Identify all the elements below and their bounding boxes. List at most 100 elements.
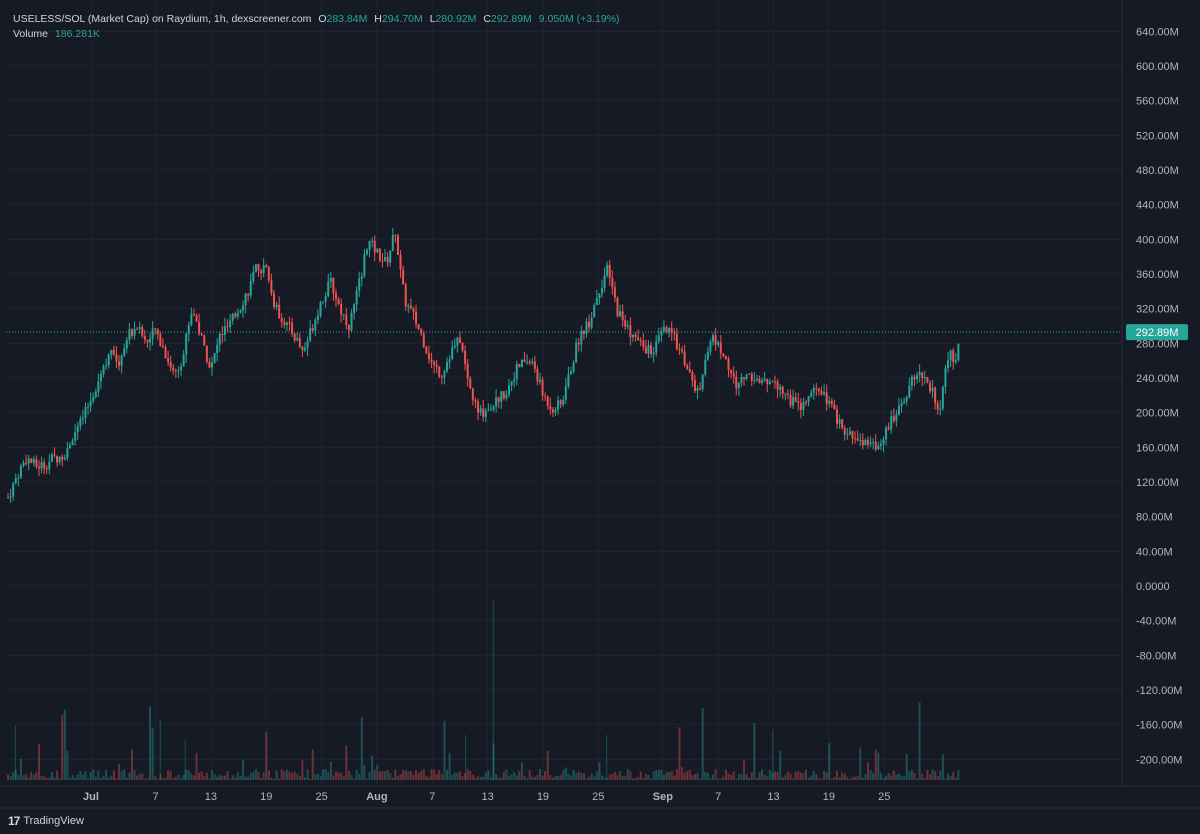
volume-bar xyxy=(869,769,872,780)
volume-bar xyxy=(562,770,565,780)
candle-body xyxy=(482,408,485,417)
volume-bar xyxy=(187,770,190,780)
volume-bar xyxy=(595,771,598,780)
candle-body xyxy=(182,354,185,367)
volume-bar xyxy=(931,769,934,780)
volume-bar xyxy=(905,754,908,780)
volume-bar xyxy=(600,775,603,780)
candle-body xyxy=(32,459,35,463)
candle-body xyxy=(877,445,880,450)
volume-spike-bar xyxy=(492,600,494,780)
volume-bar xyxy=(660,769,663,780)
candle-body xyxy=(621,311,624,321)
candle-body xyxy=(828,400,831,404)
x-tick-label: Sep xyxy=(653,791,673,803)
candle-body xyxy=(497,397,500,402)
candle-body xyxy=(45,468,48,470)
volume-bar xyxy=(941,754,944,780)
volume-bar xyxy=(337,772,340,780)
volume-bar xyxy=(714,769,717,780)
volume-bar xyxy=(12,772,15,780)
candle-body xyxy=(557,400,560,410)
volume-bar xyxy=(433,769,436,780)
candle-body xyxy=(386,257,389,263)
volume-bar xyxy=(531,777,534,780)
volume-bar xyxy=(252,771,255,780)
y-tick-label: 360.00M xyxy=(1136,269,1179,281)
candle-body xyxy=(686,365,689,370)
volume-bar xyxy=(730,775,733,780)
volume-bar xyxy=(190,773,193,780)
volume-bar xyxy=(903,776,906,780)
candle-body xyxy=(56,455,59,463)
volume-bar xyxy=(732,771,735,780)
volume-bar xyxy=(727,773,730,780)
volume-bar xyxy=(887,773,890,780)
volume-bar xyxy=(510,774,513,780)
volume-bar xyxy=(588,776,591,780)
candle-body xyxy=(766,379,769,384)
volume-bar xyxy=(154,776,157,780)
volume-bar xyxy=(63,709,66,780)
candle-body xyxy=(12,483,15,497)
volume-bar xyxy=(87,778,90,780)
volume-bar xyxy=(626,769,629,780)
candle-body xyxy=(242,305,245,311)
legend-high-label: H xyxy=(374,13,382,25)
candle-body xyxy=(551,409,554,413)
volume-bar xyxy=(892,770,895,780)
candle-body xyxy=(714,334,717,345)
candle-body xyxy=(923,376,926,379)
candle-body xyxy=(87,406,90,408)
candle-body xyxy=(306,340,309,348)
volume-bar xyxy=(947,773,950,780)
candle-body xyxy=(249,280,252,296)
volume-bar xyxy=(593,776,596,780)
candle-body xyxy=(730,370,733,374)
candle-body xyxy=(66,448,69,458)
candle-body xyxy=(365,249,368,255)
volume-bar xyxy=(177,775,180,780)
volume-bar xyxy=(27,777,30,780)
candle-body xyxy=(678,349,681,351)
candle-body xyxy=(198,321,201,334)
volume-bar xyxy=(908,771,911,780)
volume-bar xyxy=(316,773,319,780)
volume-bar xyxy=(151,727,154,780)
legend-low-value: 280.92M xyxy=(435,13,477,25)
candle-body xyxy=(567,374,570,387)
volume-bar xyxy=(918,702,921,780)
x-tick-label: 7 xyxy=(715,791,721,803)
volume-bar xyxy=(577,771,580,780)
candle-body xyxy=(368,240,371,250)
volume-bar xyxy=(293,771,296,780)
volume-bar xyxy=(861,777,864,780)
candle-body xyxy=(231,313,234,321)
volume-bar xyxy=(81,774,84,780)
candle-body xyxy=(187,324,190,334)
candle-body xyxy=(825,392,828,404)
volume-spike-bar xyxy=(606,735,608,780)
candle-body xyxy=(569,371,572,375)
candle-body xyxy=(314,319,317,331)
footer-branding[interactable]: 17 TradingView xyxy=(8,814,84,828)
candle-body xyxy=(869,442,872,445)
candle-body xyxy=(590,317,593,328)
candle-body xyxy=(789,394,792,406)
volume-bar xyxy=(311,749,314,780)
volume-bar xyxy=(342,776,345,780)
volume-bar xyxy=(657,770,660,780)
volume-bar xyxy=(634,778,637,780)
volume-bar xyxy=(71,774,74,780)
volume-bar xyxy=(141,773,144,780)
volume-bar xyxy=(585,778,588,780)
candle-body xyxy=(61,456,64,460)
volume-bar xyxy=(851,776,854,780)
volume-bar xyxy=(655,769,658,780)
candle-body xyxy=(577,342,580,345)
volume-bar xyxy=(786,771,789,780)
candle-body xyxy=(448,359,451,363)
volume-bar xyxy=(812,770,815,780)
candle-body xyxy=(120,355,123,366)
